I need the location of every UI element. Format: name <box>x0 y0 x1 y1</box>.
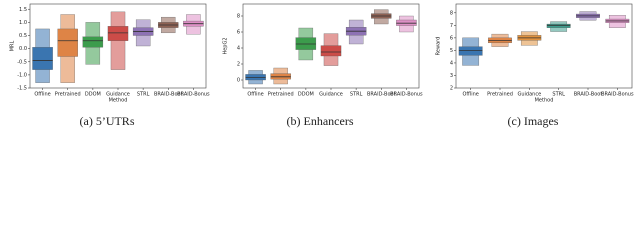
y-tick-label: 0 <box>237 78 240 84</box>
x-tick-label: BRAID-Boot <box>154 92 183 98</box>
x-tick-label: Pretrained <box>268 92 294 98</box>
y-tick-label: -1.5 <box>17 86 27 92</box>
x-tick-label: BRAID-Boot <box>574 92 603 98</box>
y-tick-label: 3 <box>450 73 453 79</box>
y-tick-label: 5 <box>450 48 453 54</box>
y-tick-label: -0.5 <box>17 59 27 65</box>
y-tick-label: 8 <box>450 10 453 16</box>
y-axis-label: HepG2 <box>223 37 229 54</box>
x-tick-label: Pretrained <box>487 92 513 98</box>
figure: -1.5 -1.0 -0.5 0.0 0.5 1.0 1.5 MRL Offline Pretra… <box>10 3 634 128</box>
y-tick-label: 1.0 <box>19 20 27 26</box>
inner-box <box>546 23 571 28</box>
y-tick-label: 2 <box>237 62 240 68</box>
x-tick-label: BRAID-Bonus <box>601 92 634 98</box>
x-tick-label: STRL <box>350 92 363 98</box>
y-tick-label: 6 <box>237 30 240 36</box>
x-tick-label: DDOM <box>85 92 101 98</box>
x-tick-label: Guidance <box>517 92 541 98</box>
x-tick-label: Pretrained <box>55 92 81 98</box>
inner-box <box>396 19 417 26</box>
x-tick-label: DDOM <box>298 92 314 98</box>
x-tick-label: Offline <box>34 92 50 98</box>
caption: (a) 5’UTRs <box>80 114 135 128</box>
x-tick-label: Guidance <box>106 92 130 98</box>
y-tick-label: 0.0 <box>19 46 27 52</box>
x-tick-label: STRL <box>137 92 150 98</box>
inner-box <box>458 46 483 56</box>
y-tick-label: 7 <box>450 23 453 29</box>
inner-box <box>57 28 78 57</box>
y-tick-label: 4 <box>237 46 240 52</box>
y-tick-label: 6 <box>450 35 453 41</box>
x-tick-label: Guidance <box>319 92 343 98</box>
x-tick-label: BRAID-Bonus <box>390 92 423 98</box>
y-tick-label: 2 <box>450 86 453 92</box>
y-axis-label: Reward <box>436 37 442 56</box>
inner-box <box>32 47 53 70</box>
x-axis-label: Method <box>109 98 128 104</box>
y-tick-label: -1.0 <box>17 72 27 78</box>
y-tick-label: 1.5 <box>19 7 27 13</box>
y-tick-label: 0.5 <box>19 33 27 39</box>
x-tick-label: Offline <box>462 92 478 98</box>
caption: (c) Images <box>508 114 559 128</box>
inner-box <box>270 73 291 80</box>
y-axis-label: MRL <box>10 41 16 52</box>
x-axis-label: Method <box>535 98 554 104</box>
x-tick-label: BRAID-Boot <box>367 92 396 98</box>
inner-box <box>320 45 342 57</box>
y-tick-label: 8 <box>237 14 240 20</box>
x-tick-label: STRL <box>552 92 565 98</box>
y-tick-label: 4 <box>450 60 453 66</box>
x-tick-label: BRAID-Bonus <box>177 92 210 98</box>
caption: (b) Enhancers <box>287 114 354 128</box>
inner-box <box>82 36 104 48</box>
x-tick-label: Offline <box>247 92 263 98</box>
inner-box <box>107 26 129 41</box>
plot-frame <box>455 3 633 89</box>
